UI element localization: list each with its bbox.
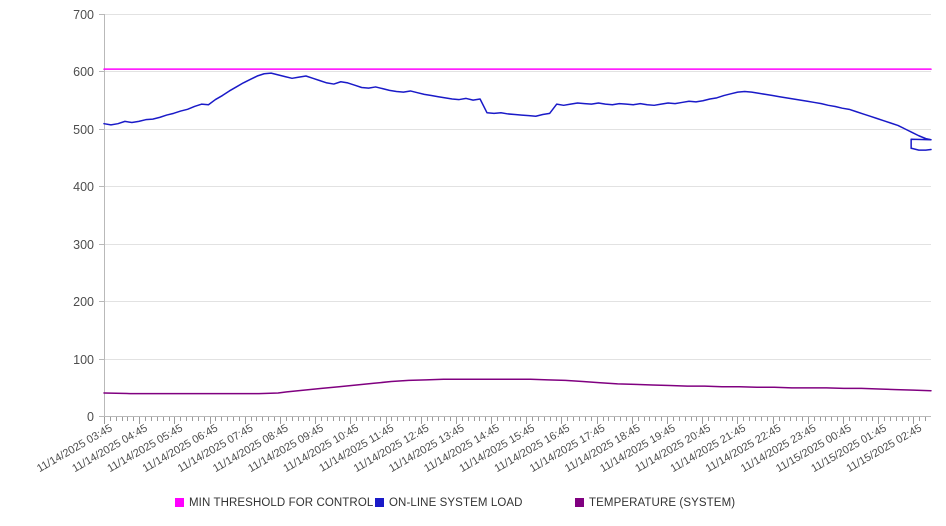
y-tick-label: 0 [87, 410, 94, 424]
y-axis-group: 0 100 200 300 400 500 600 700 [73, 8, 105, 424]
legend-swatch [575, 498, 584, 507]
x-axis-group [104, 416, 931, 424]
legend-item[interactable]: MIN THRESHOLD FOR CONTROL [175, 497, 374, 509]
legend-swatch [175, 498, 184, 507]
series-group [103, 68, 932, 395]
legend-item[interactable]: TEMPERATURE (SYSTEM) [575, 497, 735, 509]
series-line-2 [103, 378, 932, 395]
y-tick-label: 300 [73, 238, 94, 252]
y-tick-label: 500 [73, 123, 94, 137]
legend-group: MIN THRESHOLD FOR CONTROL ON-LINE SYSTEM … [175, 497, 735, 509]
y-tick-label: 400 [73, 180, 94, 194]
y-tick-label: 700 [73, 8, 94, 22]
y-tick-label: 600 [73, 65, 94, 79]
series-line-1 [103, 72, 932, 151]
y-tick-label: 100 [73, 353, 94, 367]
legend-label: MIN THRESHOLD FOR CONTROL [189, 497, 374, 509]
legend-label: TEMPERATURE (SYSTEM) [589, 497, 735, 509]
gridlines-group [104, 14, 931, 417]
legend-swatch [375, 498, 384, 507]
legend-label: ON-LINE SYSTEM LOAD [389, 497, 523, 509]
legend-item[interactable]: ON-LINE SYSTEM LOAD [375, 497, 523, 509]
y-tick-label: 200 [73, 295, 94, 309]
